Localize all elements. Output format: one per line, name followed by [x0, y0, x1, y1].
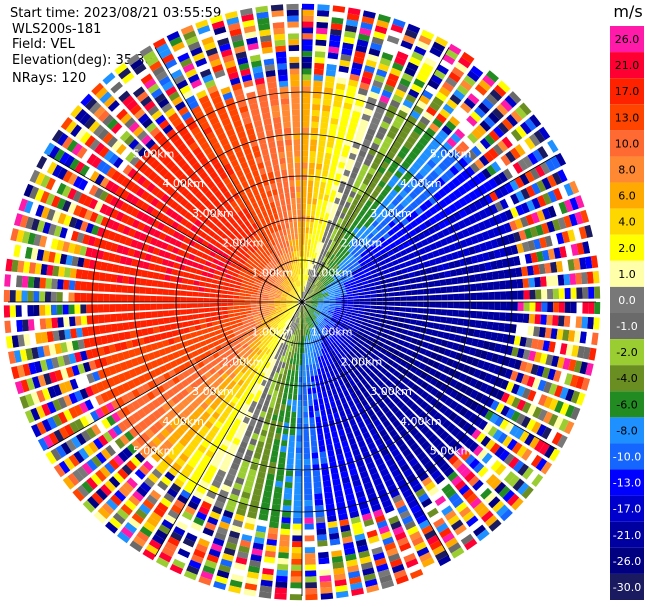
range-ring-label: 1.00km: [252, 326, 294, 339]
colorbar-swatch: [610, 130, 644, 157]
colorbar-tick-label: -4.0: [616, 372, 637, 385]
colorbar-swatch: [610, 104, 644, 131]
colorbar-tick-label: -10.0: [613, 451, 641, 464]
colorbar-tick-label: 26.0: [615, 33, 640, 46]
colorbar-swatch: [610, 495, 644, 522]
colorbar-tick-label: 6.0: [618, 190, 636, 203]
colorbar-tick-label: 21.0: [615, 59, 640, 72]
colorbar-tick-label: -30.0: [613, 581, 641, 594]
colorbar-swatch: [610, 52, 644, 79]
colorbar-swatch: [610, 208, 644, 235]
colorbar-swatch: [610, 286, 644, 313]
colorbar-swatch: [610, 182, 644, 209]
range-ring-label: 4.00km: [162, 177, 204, 190]
colorbar-tick-label: 2.0: [618, 242, 636, 255]
colorbar-swatch: [610, 26, 644, 53]
elevation-label: Elevation(deg): 35.30: [12, 53, 153, 68]
colorbar-swatch: [610, 573, 644, 600]
range-ring-label: 5.00km: [133, 148, 175, 161]
range-ring-label: 1.00km: [252, 266, 294, 279]
range-ring-label: 4.00km: [400, 415, 442, 428]
colorbar-swatch: [610, 443, 644, 470]
colorbar-swatch: [610, 156, 644, 183]
colorbar-swatch: [610, 391, 644, 418]
colorbar-tick-label: -2.0: [616, 346, 637, 359]
colorbar-swatch: [610, 521, 644, 548]
colorbar-tick-label: -8.0: [616, 424, 637, 437]
range-ring-label: 3.00km: [370, 207, 412, 220]
range-ring-label: 2.00km: [222, 355, 264, 368]
instrument-label: WLS200s-181: [12, 22, 102, 37]
range-ring-label: 3.00km: [192, 385, 234, 398]
range-ring-label: 2.00km: [341, 355, 383, 368]
colorbar-swatch: [610, 260, 644, 287]
colorbar-swatch: [610, 469, 644, 496]
range-ring-label: 3.00km: [192, 207, 234, 220]
nrays-label: NRays: 120: [12, 71, 87, 86]
range-ring-label: 2.00km: [341, 237, 383, 250]
colorbar-tick-label: -17.0: [613, 503, 641, 516]
colorbar-tick-label: 4.0: [618, 216, 636, 229]
range-ring-label: 4.00km: [162, 415, 204, 428]
colorbar-swatch: [610, 313, 644, 340]
range-ring-label: 5.00km: [133, 444, 175, 457]
colorbar-tick-label: 13.0: [615, 111, 640, 124]
colorbar-swatch: [610, 365, 644, 392]
colorbar-tick-label: -1.0: [616, 320, 637, 333]
colorbar-swatch: [610, 234, 644, 261]
colorbar-swatch: [610, 78, 644, 105]
range-ring-label: 5.00km: [430, 444, 472, 457]
colorbar-swatch: [610, 339, 644, 366]
range-ring-label: 3.00km: [370, 385, 412, 398]
colorbar-tick-label: -21.0: [613, 529, 641, 542]
colorbar-swatch: [610, 547, 644, 574]
range-ring-label: 4.00km: [400, 177, 442, 190]
start-time-label: Start time: 2023/08/21 03:55:59: [10, 6, 222, 21]
colorbar-tick-label: -13.0: [613, 477, 641, 490]
ppi-plot: 1.00km 1.00km 1.00km 1.00km 2.00km 2.00km 2.00…: [3, 3, 601, 601]
colorbar-title: m/s: [613, 2, 642, 21]
colorbar-tick-label: 1.0: [618, 268, 636, 281]
range-ring-label: 2.00km: [222, 237, 264, 250]
colorbar-swatch: [610, 417, 644, 444]
field-label: Field: VEL: [12, 37, 75, 52]
colorbar-tick-label: 8.0: [618, 164, 636, 177]
colorbar-tick-label: 10.0: [615, 137, 640, 150]
colorbar-tick-label: 0.0: [618, 294, 636, 307]
range-ring-label: 1.00km: [311, 326, 353, 339]
colorbar-tick-label: 17.0: [615, 85, 640, 98]
colorbar: m/s 26.0 21.0 17.0 13.0 10.0 8.0 6.0 4.0 2.0 1.0 0.…: [610, 2, 644, 600]
range-ring-label: 5.00km: [430, 148, 472, 161]
range-ring-label: 1.00km: [311, 266, 353, 279]
colorbar-tick-label: -26.0: [613, 555, 641, 568]
colorbar-tick-label: -6.0: [616, 398, 637, 411]
